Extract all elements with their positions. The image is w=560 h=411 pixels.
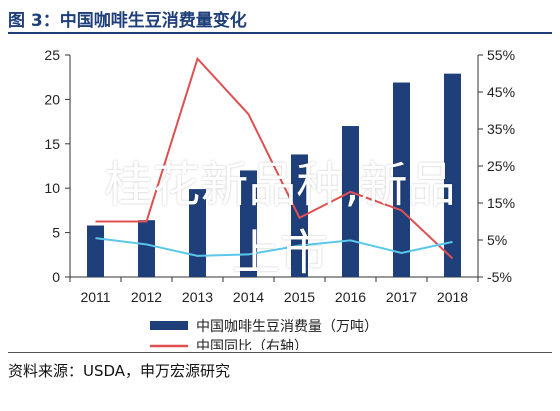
lines-layer	[95, 56, 454, 260]
title-divider	[8, 32, 552, 34]
left-tick-label: 10	[44, 180, 60, 196]
bar-consumption	[138, 220, 155, 277]
line-world-yoy	[95, 237, 453, 257]
legend: 中国咖啡生豆消费量（万吨）中国同比（右轴）世界同比（右轴）	[150, 318, 378, 350]
x-tick-label: 2016	[335, 289, 366, 305]
bar-consumption	[240, 170, 257, 277]
x-tick-label: 2013	[182, 289, 213, 305]
left-tick-label: 20	[44, 91, 60, 107]
bars-layer	[87, 73, 461, 277]
right-tick-label: 5%	[487, 232, 507, 248]
line-china-yoy	[95, 56, 454, 260]
legend-label: 中国咖啡生豆消费量（万吨）	[196, 318, 378, 334]
right-tick-label: 45%	[487, 84, 515, 100]
x-tick-label: 2018	[437, 289, 468, 305]
right-tick-label: 35%	[487, 121, 515, 137]
x-tick-label: 2015	[284, 289, 315, 305]
x-tick-label: 2012	[131, 289, 162, 305]
coffee-consumption-chart: 0 5 10 15 20 25 -5% 5% 15% 25% 35% 45% 55% 2011 2012 20…	[44, 47, 515, 350]
x-tick-label: 2014	[233, 289, 264, 305]
left-tick-label: 25	[44, 47, 60, 63]
bar-consumption	[342, 126, 359, 277]
right-tick-label: 55%	[487, 47, 515, 63]
figure-title: 图 3：中国咖啡生豆消费量变化	[8, 11, 247, 31]
bar-consumption	[87, 225, 104, 277]
x-tick-label: 2017	[386, 289, 417, 305]
footer-divider	[8, 352, 552, 353]
bar-consumption	[444, 73, 461, 277]
bar-consumption	[393, 82, 410, 277]
right-tick-label: 25%	[487, 158, 515, 174]
right-tick-label: -5%	[487, 269, 512, 285]
left-tick-label: 5	[52, 225, 60, 241]
legend-label: 中国同比（右轴）	[196, 338, 308, 350]
legend-swatch-bar	[150, 321, 188, 330]
left-tick-label: 15	[44, 136, 60, 152]
x-tick-label: 2011	[80, 289, 110, 305]
ticks-layer: 0 5 10 15 20 25 -5% 5% 15% 25% 35% 45% 55% 2011 2012 20…	[44, 47, 515, 305]
right-tick-label: 15%	[487, 195, 515, 211]
source-note: 资料来源：USDA，申万宏源研究	[8, 362, 231, 380]
bar-consumption	[189, 189, 206, 277]
left-tick-label: 0	[52, 269, 60, 285]
